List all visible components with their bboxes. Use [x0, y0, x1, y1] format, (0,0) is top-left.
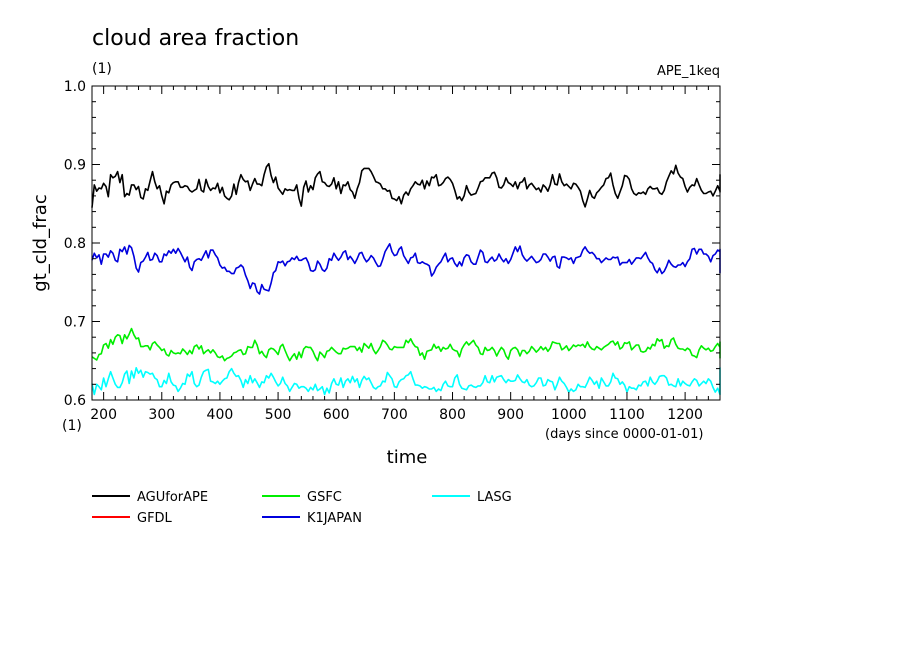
- chart-title: cloud area fraction: [92, 26, 299, 51]
- series-line-aguforape: [91, 162, 721, 208]
- x-tick-label: 900: [497, 407, 524, 423]
- x-units-label: (1): [62, 418, 82, 434]
- series-line-lasg: [91, 366, 721, 396]
- x-tick-label: 200: [90, 407, 117, 423]
- x-tick-label: 800: [439, 407, 466, 423]
- legend-label: LASG: [477, 490, 512, 505]
- y-tick-label: 0.6: [64, 393, 86, 409]
- x-tick-label: 1000: [551, 407, 587, 423]
- x-tick-label: 500: [265, 407, 292, 423]
- x-axis-label: time: [387, 447, 428, 468]
- series-line-k1japan: [91, 243, 721, 295]
- axes-layer: 200 300 400 500 600 700 800 900 1000 1100 1200 0.6 0…: [64, 79, 721, 423]
- x-tick-label: 300: [148, 407, 175, 423]
- x-tick-label: 700: [381, 407, 408, 423]
- x-tick-label: 1200: [667, 407, 703, 423]
- y-tick-label: 0.9: [64, 158, 86, 174]
- x-tick-label: 1100: [609, 407, 645, 423]
- series-layer: [91, 162, 721, 396]
- series-line-gsfc: [91, 327, 721, 362]
- legend-label: GFDL: [137, 511, 173, 526]
- legend: AGUforAPE GFDL GSFC K1JAPAN LASG: [92, 490, 512, 526]
- legend-label: K1JAPAN: [307, 511, 362, 526]
- x-units-note: (days since 0000-01-01): [545, 427, 703, 442]
- legend-label: AGUforAPE: [137, 490, 208, 505]
- x-tick-label: 400: [207, 407, 234, 423]
- experiment-label: APE_1keq: [657, 64, 720, 79]
- y-units-label: (1): [92, 61, 112, 77]
- y-tick-label: 0.8: [64, 236, 86, 252]
- y-axis-label: gt_cld_frac: [30, 194, 51, 291]
- x-tick-label: 600: [323, 407, 350, 423]
- y-tick-label: 1.0: [64, 79, 86, 95]
- legend-label: GSFC: [307, 490, 342, 505]
- y-tick-label: 0.7: [64, 315, 86, 331]
